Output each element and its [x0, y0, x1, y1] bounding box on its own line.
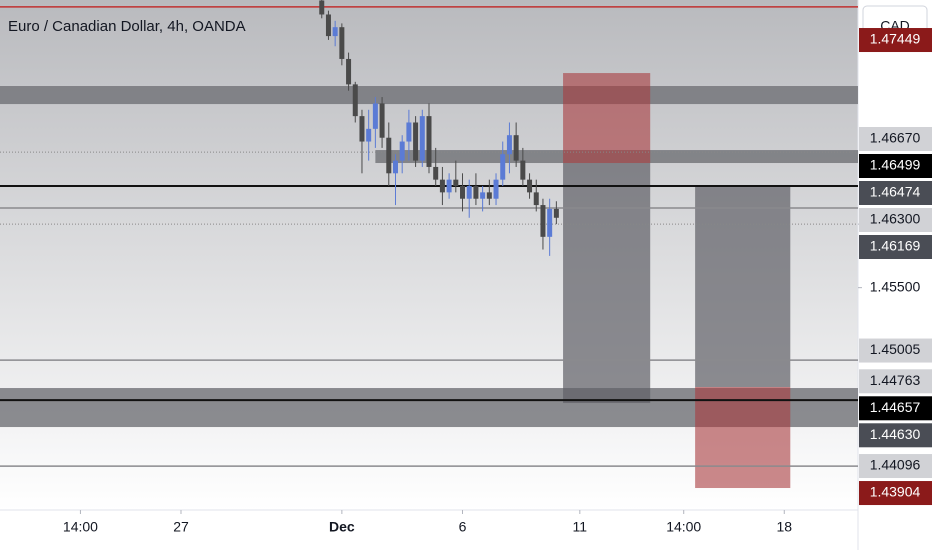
candle-body — [433, 166, 439, 180]
price-label-box — [859, 207, 932, 232]
reward-zone — [563, 163, 651, 404]
price-label: 1.46670 — [870, 130, 921, 146]
price-label-box — [859, 180, 932, 205]
candle-body — [399, 141, 405, 161]
x-tick-label: 14:00 — [666, 519, 701, 535]
candle-body — [319, 0, 325, 15]
plot-layer — [0, 0, 858, 489]
candle-body — [460, 186, 466, 199]
price-label: 1.46169 — [870, 238, 921, 254]
candle-body — [406, 122, 412, 142]
x-tick-label: 27 — [173, 519, 189, 535]
candle-body — [486, 192, 492, 199]
x-tick-label: Dec — [329, 519, 355, 535]
candle-body — [493, 179, 499, 199]
price-label-box — [859, 396, 932, 421]
price-label: 1.45005 — [870, 341, 921, 357]
candle-body — [466, 186, 472, 199]
candle-body — [500, 154, 506, 180]
price-label-box — [859, 28, 932, 53]
candle-body — [386, 137, 392, 174]
candle-body — [439, 179, 445, 193]
risk-zone — [563, 73, 651, 164]
candle-body — [527, 179, 533, 193]
zone-band — [0, 86, 858, 105]
candle-body — [372, 103, 378, 129]
candle-body — [359, 116, 365, 142]
candle-body — [346, 58, 352, 85]
y-tick-label: 1.45500 — [870, 278, 921, 294]
price-label: 1.44630 — [870, 426, 921, 442]
x-tick-label: 6 — [459, 519, 467, 535]
price-label: 1.44763 — [870, 372, 921, 388]
price-label-box — [859, 369, 932, 394]
candle-body — [392, 160, 398, 174]
price-label-box — [859, 126, 932, 151]
candle-body — [352, 84, 358, 117]
candle-body — [513, 135, 519, 161]
candle-body — [332, 27, 338, 37]
price-label: 1.47449 — [870, 31, 921, 47]
candle-body — [379, 103, 385, 138]
price-label: 1.44096 — [870, 457, 921, 473]
chart-title: Euro / Canadian Dollar, 4h, OANDA — [8, 18, 246, 35]
x-tick-label: 11 — [573, 519, 588, 535]
price-label-box — [859, 153, 932, 178]
candle-body — [506, 135, 512, 155]
x-tick-label: 14:00 — [63, 519, 98, 535]
candle-body — [339, 27, 345, 59]
candle-body — [366, 128, 372, 142]
price-label-box — [859, 338, 932, 363]
price-label-box — [859, 234, 932, 259]
price-label-box — [859, 454, 932, 479]
risk-zone — [695, 387, 791, 489]
candle-body — [325, 14, 331, 37]
candle-body — [540, 205, 546, 237]
candle-body — [419, 116, 425, 161]
candle-body — [413, 122, 419, 161]
candle-body — [480, 192, 486, 199]
candle-body — [547, 208, 553, 237]
candle-body — [553, 208, 559, 218]
price-label: 1.46474 — [870, 184, 921, 200]
candle-body — [533, 192, 539, 206]
candle-body — [520, 160, 526, 180]
time-axis-panel — [0, 510, 858, 550]
price-label-box — [859, 423, 932, 448]
price-label: 1.44657 — [870, 399, 921, 415]
candle-body — [446, 179, 452, 193]
price-label: 1.43904 — [870, 484, 921, 500]
candle-body — [426, 116, 432, 167]
reward-zone — [695, 187, 791, 388]
price-label: 1.46499 — [870, 157, 921, 173]
price-label-box — [859, 481, 932, 506]
candle-body — [453, 179, 459, 187]
x-tick-label: 18 — [776, 519, 792, 535]
candle-body — [473, 186, 479, 199]
price-label: 1.46300 — [870, 211, 921, 227]
